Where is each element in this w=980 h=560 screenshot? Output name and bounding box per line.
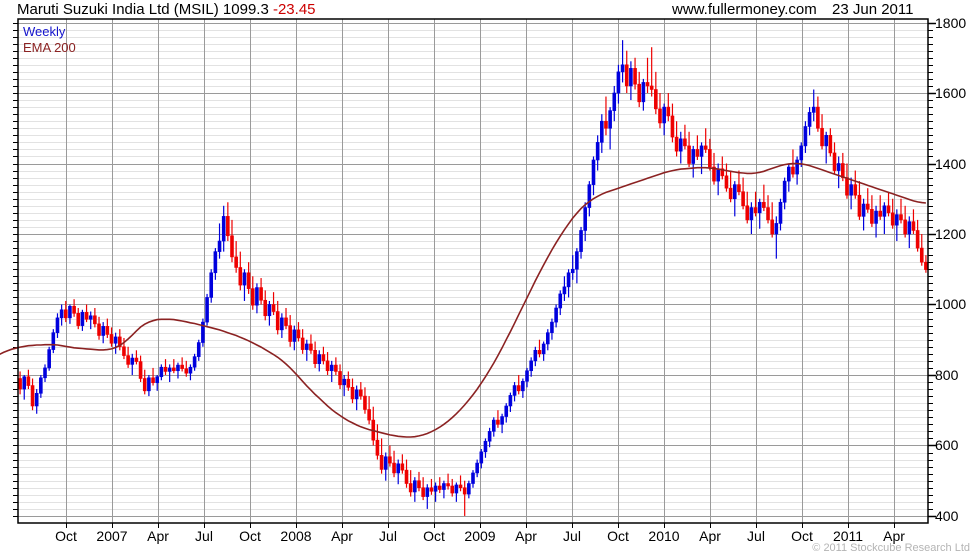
vertical-gridlines: [66, 19, 895, 523]
legend-interval: Weekly: [23, 24, 66, 39]
x-axis-tick-label: Oct: [791, 528, 813, 544]
y-axis-ticks: [13, 22, 936, 518]
y-axis-tick-label: 800: [935, 366, 959, 383]
y-axis-tick-label: 1200: [935, 225, 967, 242]
x-axis-tick-label: Jul: [563, 528, 581, 544]
plot-border: [17, 18, 929, 524]
x-axis-tick-label: Oct: [423, 528, 445, 544]
candlestick-series: [18, 40, 928, 516]
y-axis-tick-label: 600: [935, 437, 959, 454]
y-axis-tick-label: 1600: [935, 85, 967, 101]
y-axis-tick-label: 1800: [935, 14, 967, 31]
x-axis-tick-label: 2007: [96, 528, 128, 544]
x-axis-tick-label: 2011: [832, 528, 864, 544]
x-axis-tick-label: Apr: [883, 528, 905, 544]
chart-title: Maruti Suzuki India Ltd (MSIL) 1099.3 -2…: [17, 1, 316, 18]
x-axis-tick-label: Apr: [331, 528, 353, 544]
x-axis-tick-label: Jul: [379, 528, 397, 544]
instrument-name: Maruti Suzuki India Ltd (MSIL) 1099.3: [17, 1, 269, 18]
x-axis-tick-label: Apr: [147, 528, 169, 544]
y-axis-tick-label: 400: [935, 507, 959, 524]
x-axis-tick-label: Oct: [55, 528, 77, 544]
x-axis-tick-label: Oct: [607, 528, 629, 544]
x-axis-tick-label: 2010: [648, 528, 680, 544]
legend-ema-200: EMA 200: [23, 40, 76, 55]
chart-date: 23 Jun 2011: [832, 1, 914, 18]
copyright-notice: © 2011 Stockcube Research Ltd: [812, 542, 970, 554]
x-axis-tick-label: Apr: [515, 528, 537, 544]
x-axis-tick-label: Apr: [699, 528, 721, 544]
x-axis-tick-label: Jul: [747, 528, 765, 544]
x-axis-tick-label: 2009: [464, 528, 496, 544]
ema-200-line: [0, 162, 926, 438]
source-website: www.fullermoney.com: [672, 1, 817, 18]
x-axis-tick-label: 2008: [280, 528, 312, 544]
minor-gridlines: [18, 23, 928, 517]
price-change: -23.45: [272, 1, 316, 18]
x-axis-tick-label: Jul: [195, 528, 213, 544]
y-axis-tick-label: 1000: [935, 296, 967, 313]
y-axis-tick-label: 1400: [935, 155, 967, 172]
x-axis-tick-label: Oct: [239, 528, 261, 544]
x-axis-ticks: [66, 523, 895, 528]
